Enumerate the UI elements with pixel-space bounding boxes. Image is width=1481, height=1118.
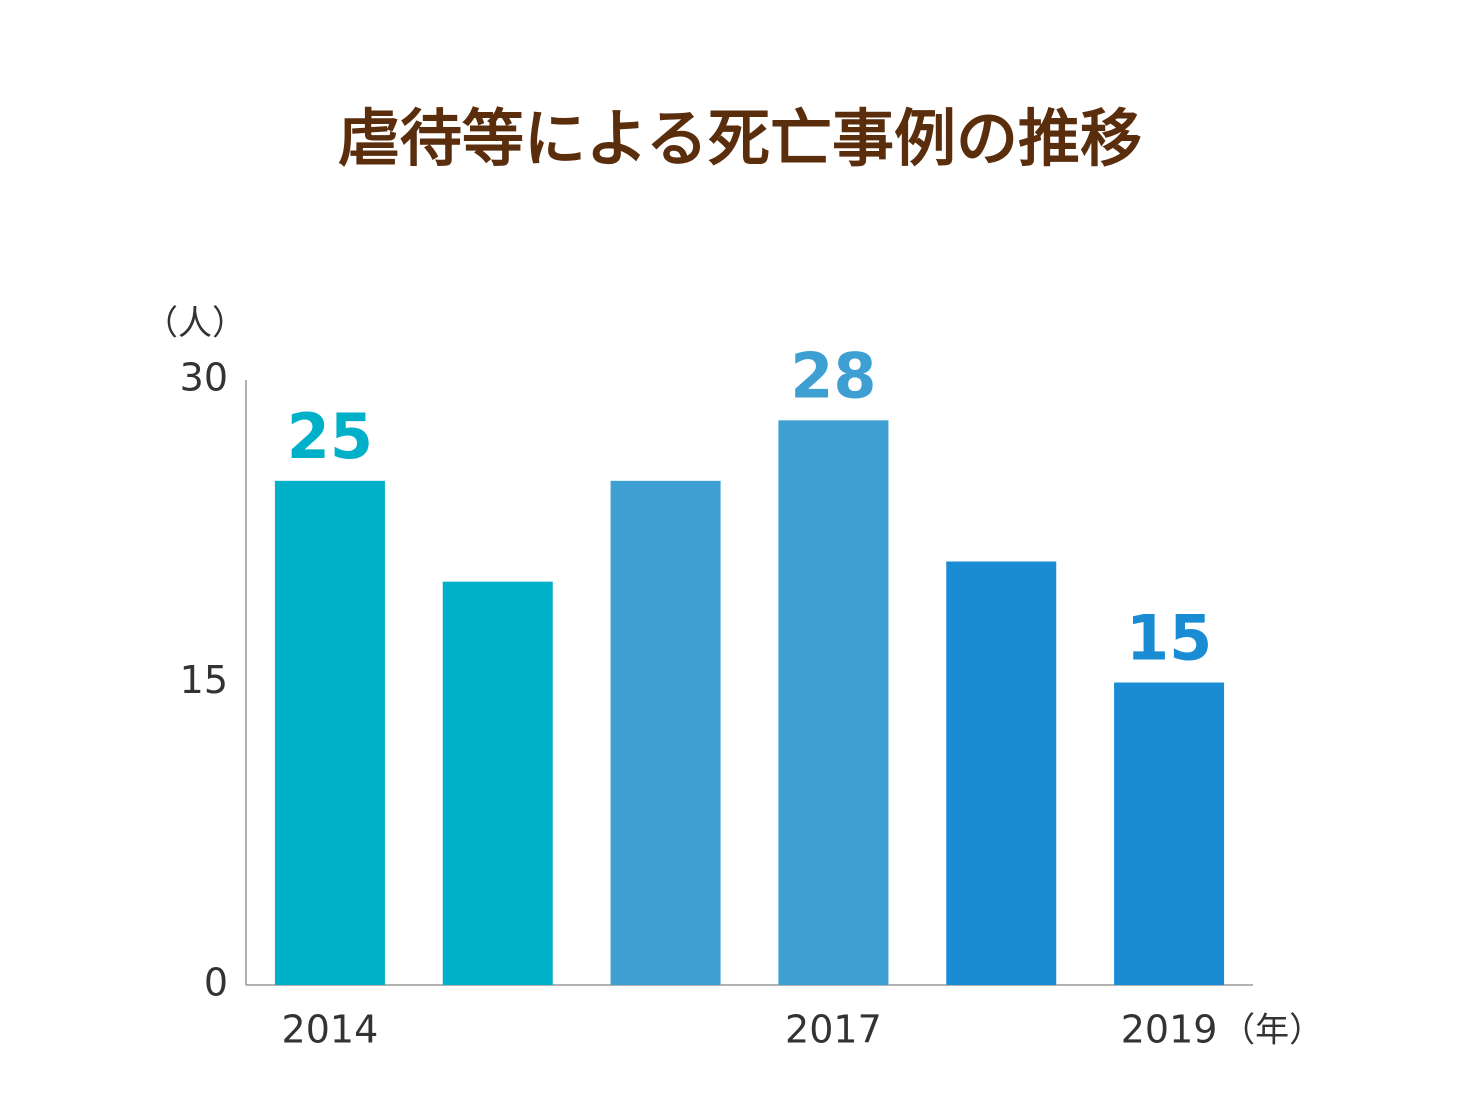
y-axis-label: （人） xyxy=(144,304,246,344)
bar xyxy=(442,581,553,985)
bar xyxy=(610,480,721,985)
value-label: 28 xyxy=(790,339,876,412)
y-tick-label: 0 xyxy=(204,961,228,1005)
y-tick-label: 15 xyxy=(180,658,228,702)
x-tick-label: 2017 xyxy=(785,1008,882,1052)
chart-title: 虐待等による死亡事例の推移 xyxy=(338,102,1142,175)
y-tick-label: 30 xyxy=(180,356,228,400)
x-tick-label: 2014 xyxy=(282,1008,379,1052)
x-tick-label: 2019 xyxy=(1121,1008,1218,1052)
value-label: 25 xyxy=(287,400,373,473)
bar xyxy=(1114,682,1225,985)
bar xyxy=(946,561,1057,985)
bar xyxy=(274,480,385,985)
x-axis-label: （年） xyxy=(1221,1011,1323,1051)
bar xyxy=(778,420,889,985)
value-label: 15 xyxy=(1126,602,1212,675)
